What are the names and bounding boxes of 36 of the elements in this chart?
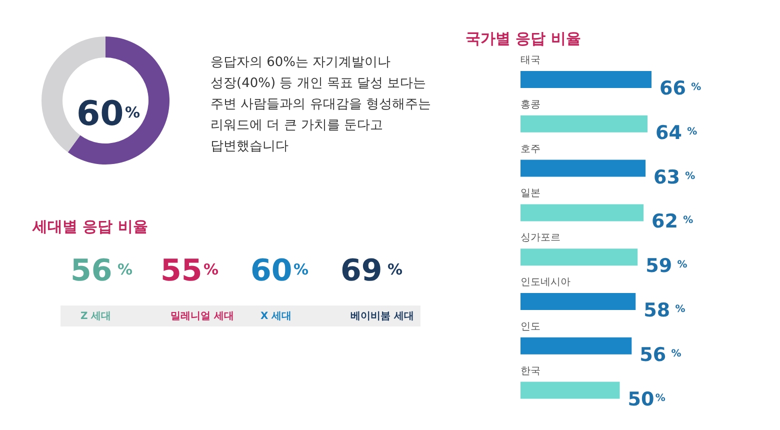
data-label: 60% [250,254,309,288]
y-tick-label: 인도네시아 [520,277,570,288]
bar [520,337,632,354]
bar [520,160,646,177]
data-label: 56 % [70,254,133,288]
bar [520,293,636,310]
y-tick-label: 싱가포르 [520,232,560,244]
bar [520,382,620,399]
category-label: X 세대 [260,311,292,322]
data-label: 58 % [644,300,686,322]
category-label: Z 세대 [80,311,112,322]
chart-title: 국가별 응답 비율 [466,30,581,48]
bar [520,204,644,222]
data-label: 59 % [646,255,688,278]
data-label: 69 % [340,254,403,288]
text: 응답자의 60%는 자기계발이나 성장(40%) 등 개인 목표 달성 보다는 주변 사람들과의 유대감을 형성해주는 리워드에 더 큰 가치를 둔다고 답변했습니다 [210,55,431,154]
category-label: 베이비붐 세대 [350,311,414,322]
data-label: 50% [628,388,666,410]
text: 세대별 응답 비율 [32,218,148,236]
y-tick-label: 호주 [520,144,540,155]
data-label: 60% [76,94,140,134]
bar [520,115,648,132]
category-label: 밀레니얼 세대 [170,311,234,322]
data-label: 56 % [640,344,682,366]
data-label: 64 % [656,122,698,144]
data-label: 55% [160,254,219,288]
bar [520,248,638,266]
data-label: 62 % [652,210,694,233]
y-tick-label: 인도 [520,321,540,332]
y-tick-label: 태국 [520,55,540,66]
y-tick-label: 일본 [520,188,540,200]
data-label: 63 % [654,166,696,188]
bar [520,71,652,88]
data-label: 66 % [660,78,702,100]
y-tick-label: 한국 [520,366,540,377]
y-tick-label: 홍콩 [520,99,540,110]
